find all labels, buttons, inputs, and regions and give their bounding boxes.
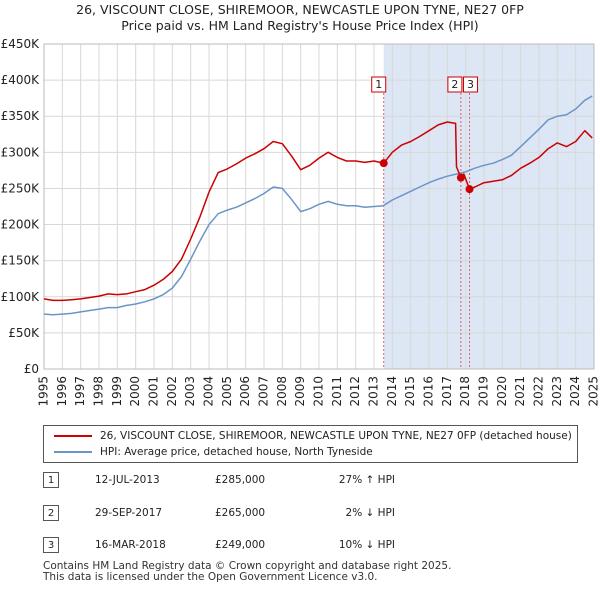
x-tick-label: 2011: [330, 376, 344, 407]
transaction-row-1: 1 12-JUL-2013 £285,000 27% ↑ HPI: [43, 472, 443, 490]
plot-frame: [43, 43, 595, 370]
legend-label-hpi: HPI: Average price, detached house, Nort…: [100, 446, 373, 458]
footer-licence: This data is licensed under the Open Gov…: [43, 571, 378, 583]
transaction-price: £249,000: [215, 539, 266, 551]
x-tick-label: 2007: [257, 376, 271, 407]
y-tick-label: £400K: [1, 73, 41, 87]
y-tick-label: £0: [24, 362, 39, 376]
legend: 26, VISCOUNT CLOSE, SHIREMOOR, NEWCASTLE…: [43, 425, 578, 463]
transaction-marker-box: [371, 76, 387, 93]
x-tick-label: 2014: [385, 376, 399, 407]
x-tick-label: 2018: [458, 376, 472, 407]
x-tick-label: 2020: [495, 376, 509, 407]
transaction-point: [379, 159, 388, 168]
x-tick-label: 2015: [403, 376, 417, 407]
y-tick-label: £100K: [1, 290, 41, 304]
transaction-hpi: 27% ↑ HPI: [338, 474, 395, 486]
transaction-marker-label: 2: [451, 78, 458, 91]
transaction-marker-label: 1: [375, 78, 382, 91]
transaction-marker-box: [447, 76, 463, 93]
legend-item-hpi: HPI: Average price, detached house, Nort…: [54, 446, 373, 462]
x-tick-label: 2006: [238, 376, 252, 407]
x-tick-label: 2021: [513, 376, 527, 407]
transaction-row-3: 3 16-MAR-2018 £249,000 10% ↓ HPI: [43, 537, 443, 555]
y-tick-label: £150K: [1, 254, 41, 268]
price-chart: 26, VISCOUNT CLOSE, SHIREMOOR, NEWCASTLE…: [1, 2, 600, 407]
transaction-price: £285,000: [215, 474, 266, 486]
x-tick-label: 2016: [422, 376, 436, 407]
x-tick-label: 2024: [568, 376, 582, 407]
transaction-number: 2: [43, 505, 59, 521]
x-tick-label: 2010: [312, 376, 326, 407]
transaction-point: [456, 173, 465, 182]
transaction-marker-box: [463, 76, 479, 93]
x-tick-label: 2003: [183, 376, 197, 407]
x-tick-label: 1997: [73, 376, 87, 407]
x-tick-label: 2005: [220, 376, 234, 407]
y-tick-label: £450K: [1, 37, 41, 51]
transaction-row-2: 2 29-SEP-2017 £265,000 2% ↓ HPI: [43, 505, 443, 523]
property-series-line: [43, 121, 593, 302]
transaction-date: 12-JUL-2013: [95, 474, 160, 486]
transaction-date: 16-MAR-2018: [95, 539, 166, 551]
y-tick-label: £200K: [1, 218, 41, 232]
x-tick-label: 2002: [165, 376, 179, 407]
y-tick-label: £50K: [8, 326, 40, 340]
x-tick-label: 1995: [37, 376, 51, 407]
footer-copyright: Contains HM Land Registry data © Crown c…: [43, 560, 452, 572]
x-tick-label: 1998: [92, 376, 106, 407]
x-tick-label: 2023: [550, 376, 564, 407]
transaction-marker-label: 3: [467, 78, 474, 91]
y-tick-label: £350K: [1, 109, 41, 123]
x-tick-label: 2019: [477, 376, 491, 407]
x-tick-label: 2008: [275, 376, 289, 407]
x-tick-label: 2013: [367, 376, 381, 407]
transaction-date: 29-SEP-2017: [95, 507, 163, 519]
x-tick-label: 2001: [147, 376, 161, 407]
transaction-hpi: 10% ↓ HPI: [338, 539, 395, 551]
chart-title-line2: Price paid vs. HM Land Registry's House …: [121, 18, 478, 33]
x-tick-label: 2025: [587, 376, 600, 407]
x-tick-label: 1996: [55, 376, 69, 407]
transaction-price: £265,000: [215, 507, 266, 519]
legend-swatch-hpi: [54, 451, 92, 453]
y-tick-label: £300K: [1, 145, 41, 159]
x-tick-label: 2022: [532, 376, 546, 407]
x-tick-label: 2012: [348, 376, 362, 407]
x-tick-label: 2017: [440, 376, 454, 407]
footer: Contains HM Land Registry data © Crown c…: [43, 561, 451, 583]
transaction-hpi: 2% ↓ HPI: [345, 507, 395, 519]
x-tick-label: 2009: [293, 376, 307, 407]
hpi-series-line: [43, 95, 593, 316]
x-tick-label: 2000: [128, 376, 142, 407]
transaction-number: 3: [43, 537, 59, 553]
y-tick-label: £250K: [1, 181, 41, 195]
legend-label-property: 26, VISCOUNT CLOSE, SHIREMOOR, NEWCASTLE…: [100, 430, 572, 442]
transaction-point: [465, 185, 474, 194]
chart-title-line1: 26, VISCOUNT CLOSE, SHIREMOOR, NEWCASTLE…: [76, 2, 524, 17]
x-tick-label: 2004: [202, 376, 216, 407]
legend-swatch-property: [54, 435, 92, 437]
legend-item-property: 26, VISCOUNT CLOSE, SHIREMOOR, NEWCASTLE…: [54, 430, 572, 446]
shaded-region: [383, 44, 594, 369]
x-tick-label: 1999: [110, 376, 124, 407]
transaction-number: 1: [43, 472, 59, 488]
